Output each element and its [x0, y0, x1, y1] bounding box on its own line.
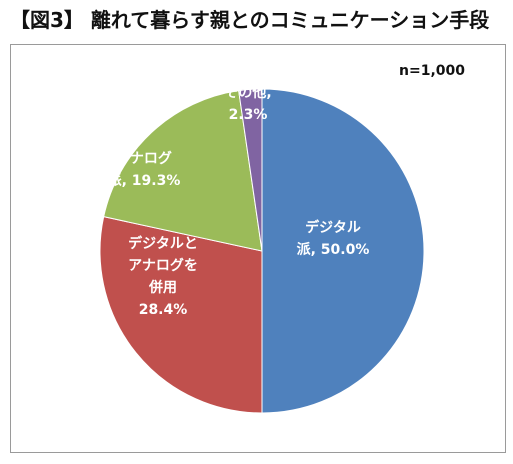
slice-data-label: アナログ派, 19.3%	[108, 150, 181, 189]
chart-area: n=1,000 デジタル派, 50.0% デジタルとアナログを併用 28.4% アナロ…	[10, 44, 506, 453]
pie-slice	[103, 90, 263, 252]
slice-data-label: その他, 2.3%	[224, 84, 271, 123]
pie-chart: デジタル派, 50.0% デジタルとアナログを併用 28.4% アナログ派, 19.3…	[99, 84, 425, 414]
slice-data-label: デジタルとアナログを併用 28.4%	[128, 235, 198, 318]
sample-size-note: n=1,000	[399, 63, 465, 79]
pie-slice	[99, 216, 263, 414]
slice-data-label: デジタル派, 50.0%	[297, 219, 370, 258]
pie-slice	[238, 88, 263, 252]
pie-slice	[261, 88, 425, 414]
chart-title: 【図3】 離れて暮らす親とのコミュニケーション手段	[10, 8, 490, 32]
